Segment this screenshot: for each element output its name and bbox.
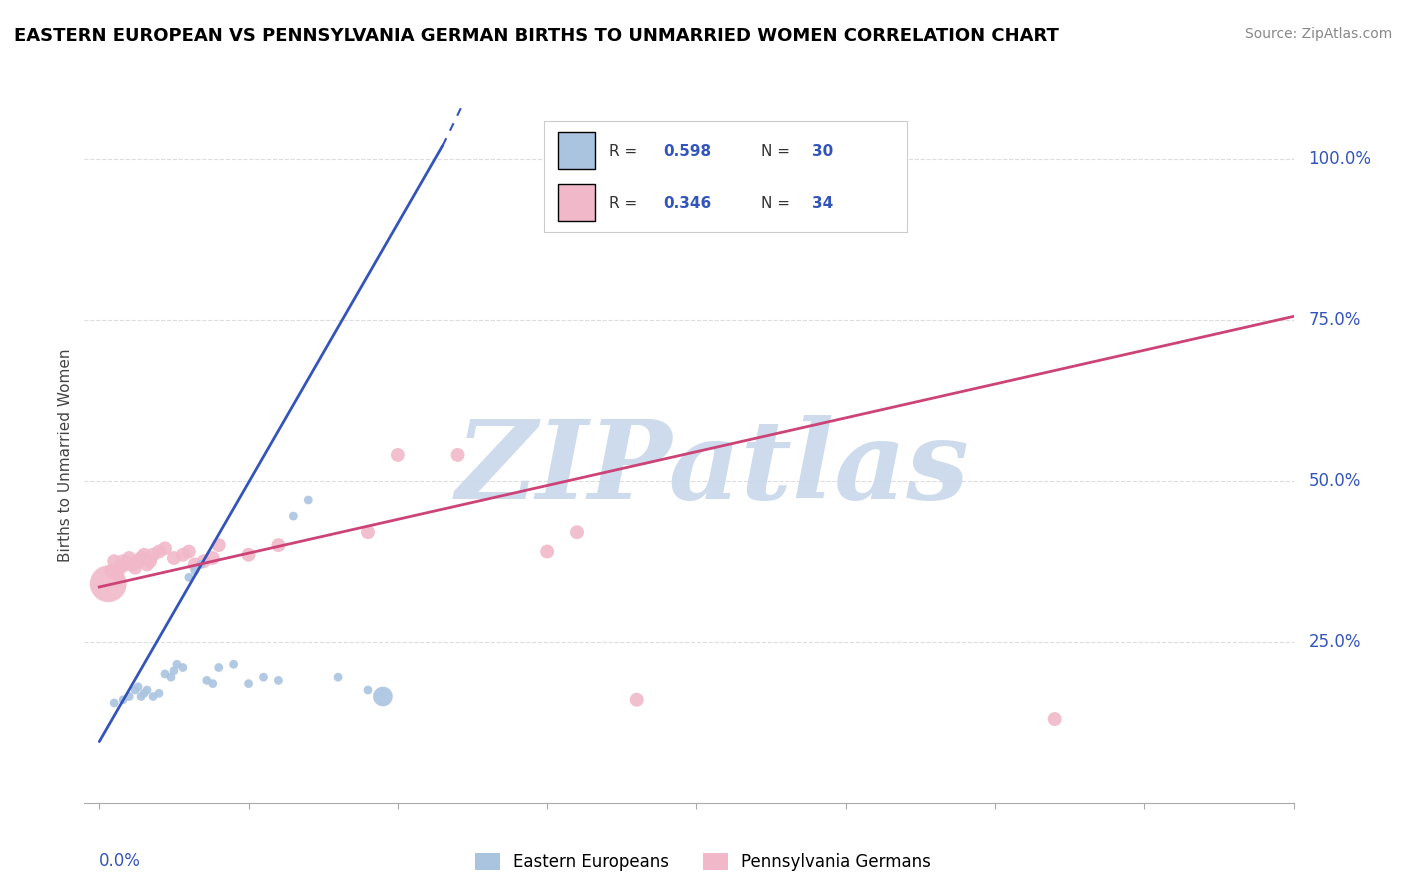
Point (193, 554, 215, 568)
Point (148, 544, 170, 558)
Point (184, 564, 207, 578)
Point (238, 548, 260, 562)
Point (565, 525, 588, 540)
Point (118, 551, 141, 566)
Point (371, 690, 394, 704)
Point (136, 683, 159, 698)
Point (208, 538, 231, 552)
Point (112, 554, 135, 568)
Point (536, 544, 558, 558)
Point (446, 448, 468, 462)
Point (208, 660, 231, 674)
Point (267, 673, 290, 688)
Point (326, 670, 349, 684)
Point (124, 560, 146, 574)
Point (148, 686, 170, 700)
Point (103, 696, 125, 710)
Point (124, 683, 146, 698)
Point (297, 493, 319, 508)
Point (103, 554, 125, 568)
Point (184, 558, 207, 572)
Point (112, 692, 135, 706)
Point (115, 558, 138, 572)
Point (105, 567, 128, 582)
Point (160, 670, 183, 684)
Point (142, 548, 165, 562)
Point (163, 551, 186, 566)
Y-axis label: Births to Unmarried Women: Births to Unmarried Women (58, 348, 73, 562)
Point (387, 448, 409, 462)
Point (118, 690, 141, 704)
Point (283, 509, 305, 524)
Point (201, 676, 224, 690)
Point (238, 676, 260, 690)
Point (267, 538, 290, 552)
Point (172, 548, 194, 562)
Point (100, 564, 122, 578)
Legend: Eastern Europeans, Pennsylvania Germans: Eastern Europeans, Pennsylvania Germans (467, 845, 939, 880)
Point (129, 551, 152, 566)
Point (252, 670, 274, 684)
Text: 100.0%: 100.0% (1309, 150, 1371, 168)
Text: 50.0%: 50.0% (1309, 472, 1361, 490)
Point (121, 558, 143, 572)
Point (357, 525, 380, 540)
Point (153, 667, 176, 681)
Point (222, 657, 245, 672)
Point (127, 680, 149, 694)
Point (177, 570, 200, 584)
Text: 0.0%: 0.0% (100, 852, 141, 870)
Point (108, 560, 131, 574)
Text: Source: ZipAtlas.com: Source: ZipAtlas.com (1244, 27, 1392, 41)
Point (190, 558, 212, 572)
Point (129, 690, 152, 704)
Point (132, 686, 155, 700)
Text: ZIPatlas: ZIPatlas (456, 415, 970, 523)
Point (163, 664, 186, 678)
Point (195, 673, 218, 688)
Point (201, 551, 224, 566)
Text: EASTERN EUROPEAN VS PENNSYLVANIA GERMAN BIRTHS TO UNMARRIED WOMEN CORRELATION CH: EASTERN EUROPEAN VS PENNSYLVANIA GERMAN … (14, 27, 1059, 45)
Point (357, 683, 380, 698)
Point (172, 660, 194, 674)
Point (177, 544, 200, 558)
Point (139, 554, 162, 568)
Point (132, 548, 155, 562)
Point (127, 554, 149, 568)
Point (97, 576, 120, 591)
Point (142, 690, 165, 704)
Point (626, 692, 648, 706)
Point (153, 541, 176, 556)
Point (136, 558, 159, 572)
Point (166, 657, 188, 672)
Text: 25.0%: 25.0% (1309, 632, 1361, 651)
Text: 75.0%: 75.0% (1309, 310, 1361, 328)
Point (1043, 712, 1066, 726)
